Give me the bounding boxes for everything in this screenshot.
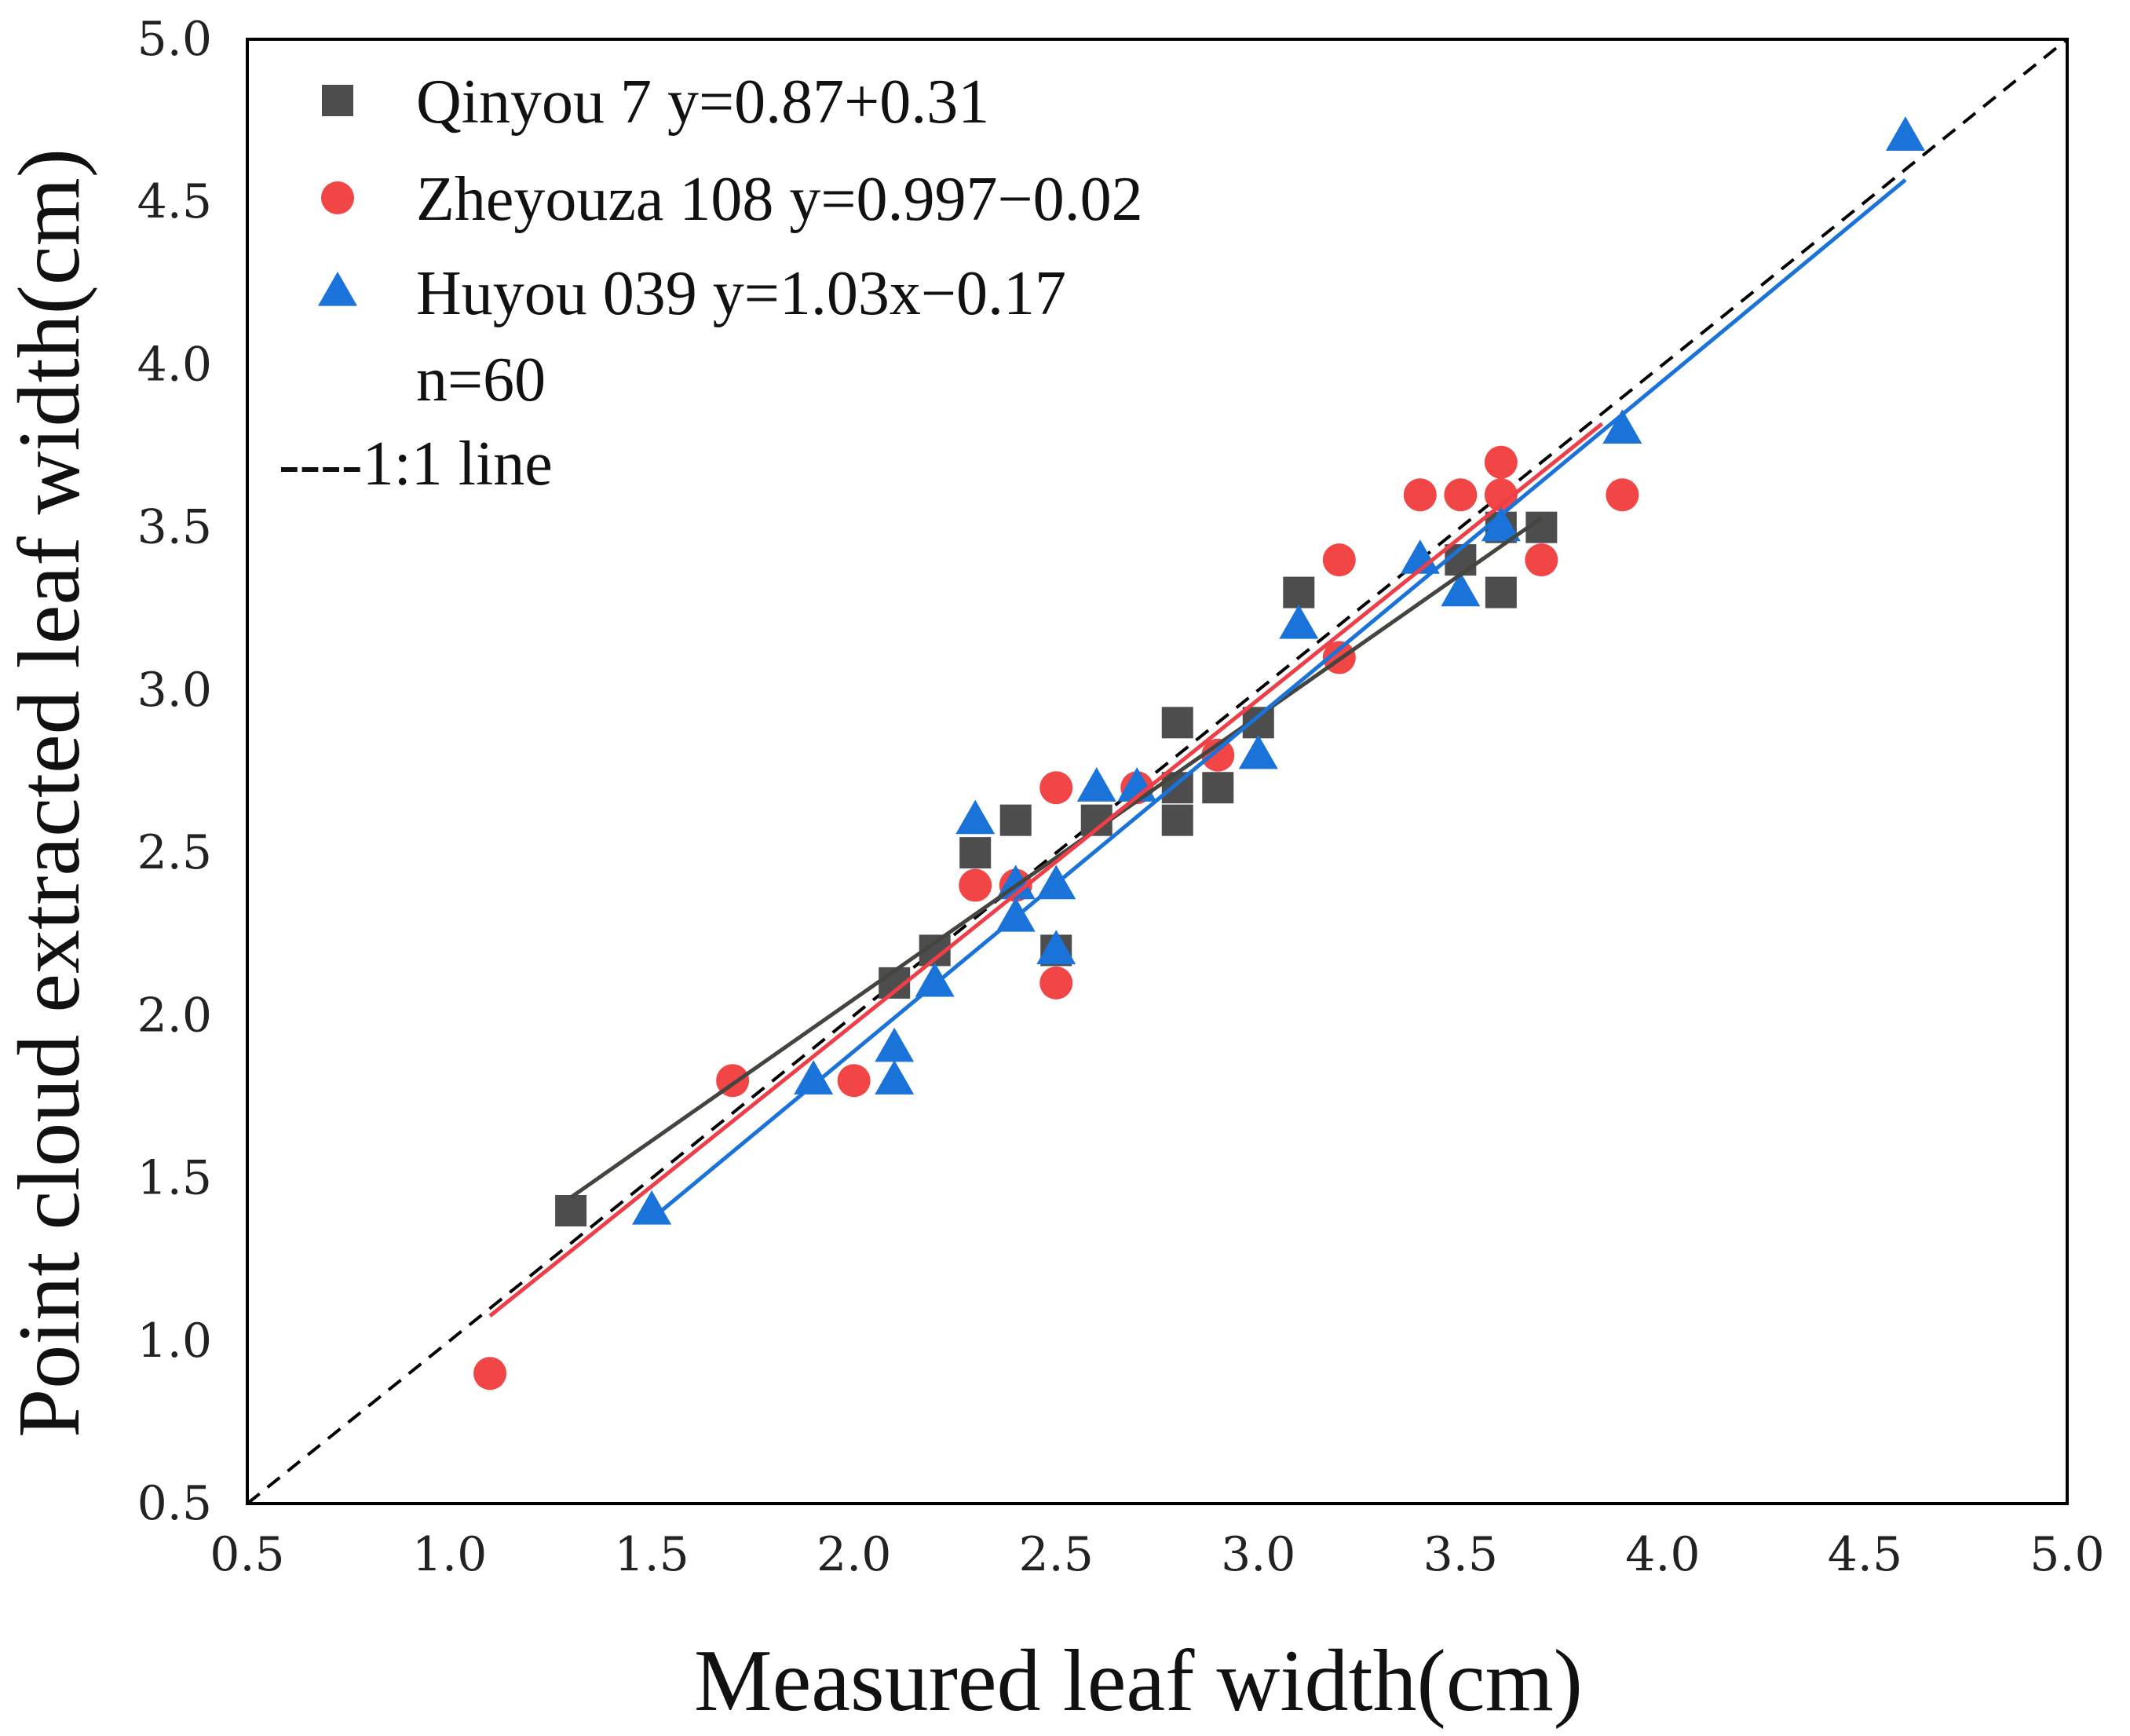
data-point-circle [1039, 771, 1073, 805]
legend-entry-label: Qinyou 7 y=0.87+0.31 [416, 68, 989, 137]
x-tick-label: 4.5 [1828, 1527, 1902, 1582]
data-point-circle [1525, 543, 1558, 577]
plot-inner [247, 39, 2067, 1504]
data-point-triangle [955, 799, 996, 835]
reference-line-1to1 [247, 39, 2067, 1504]
data-point-triangle [632, 1190, 672, 1225]
x-tick-label: 2.5 [1019, 1527, 1094, 1582]
legend-marker-triangle [318, 271, 357, 306]
y-tick-label: 4.5 [137, 174, 212, 229]
legend: Qinyou 7 y=0.87+0.31 Zheyouza 108 y=0.997… [279, 68, 1143, 499]
legend-marker-circle [321, 181, 354, 214]
plot-area [246, 38, 2069, 1505]
data-point-circle [1322, 543, 1356, 577]
data-point-circle [1484, 445, 1518, 479]
data-point-triangle [875, 1060, 915, 1095]
data-point-triangle [1036, 930, 1076, 965]
data-point-triangle [1076, 767, 1116, 802]
data-point-circle [1606, 478, 1639, 512]
y-tick-label: 1.5 [137, 1151, 212, 1206]
y-tick-label: 3.5 [137, 500, 212, 555]
data-point-triangle [1481, 506, 1521, 542]
legend-entry-label: Zheyouza 108 y=0.997−0.02 [416, 165, 1143, 234]
data-point-circle [837, 1064, 871, 1098]
data-point-triangle [1441, 572, 1481, 607]
x-tick-label: 4.0 [1625, 1527, 1700, 1582]
fit-line-series-1 [488, 422, 1604, 1318]
data-point-square [1161, 804, 1193, 836]
x-axis-label: Measured leaf width(cm) [694, 1632, 1583, 1730]
data-point-square [999, 804, 1032, 836]
x-tick-label: 2.0 [817, 1527, 891, 1582]
x-tick-label: 1.5 [614, 1527, 689, 1582]
plot-frame [246, 38, 2069, 1505]
data-point-circle [1444, 478, 1478, 512]
data-point-triangle [1238, 734, 1278, 769]
data-point-triangle [1279, 604, 1319, 639]
data-point-triangle [1602, 409, 1642, 444]
fit-line-series-0 [569, 516, 1543, 1200]
data-point-triangle [915, 962, 955, 997]
data-point-circle [1039, 966, 1073, 1000]
data-point-circle [1403, 478, 1437, 512]
data-point-triangle [794, 1060, 834, 1095]
x-tick-label: 0.5 [210, 1527, 284, 1582]
data-point-triangle [1400, 539, 1440, 574]
y-tick-label: 4.0 [137, 337, 212, 392]
legend-marker-square [322, 85, 353, 116]
y-tick-label: 3.0 [137, 663, 212, 718]
axis-ticks: 0.5 1.0 1.5 2.0 2.5 3.0 3.5 4.0 4.5 5.0 0.5 1.0 1.5 2… [137, 12, 2105, 1582]
y-axis-label: Point cloud extracted leaf width(cm) [1, 148, 98, 1438]
y-tick-label: 2.5 [137, 825, 212, 880]
y-tick-label: 2.0 [137, 988, 212, 1043]
x-tick-label: 3.5 [1423, 1527, 1498, 1582]
data-point-square [1161, 772, 1193, 804]
data-point-square [1283, 576, 1315, 609]
data-point-circle [1201, 738, 1235, 772]
x-tick-label: 5.0 [2030, 1527, 2104, 1582]
data-point-square [555, 1195, 587, 1226]
legend-reference-line-label: ----1:1 line [279, 429, 553, 499]
data-point-square [1485, 576, 1517, 609]
data-point-circle [1484, 478, 1518, 512]
legend-sample-size: n=60 [416, 345, 546, 415]
legend-entry-label: Huyou 039 y=1.03x−0.17 [416, 259, 1066, 328]
x-tick-label: 3.0 [1221, 1527, 1295, 1582]
data-point-square [1161, 707, 1193, 739]
x-tick-label: 1.0 [412, 1527, 487, 1582]
data-point-square [1202, 772, 1234, 804]
data-point-circle [959, 868, 992, 902]
data-point-circle [473, 1357, 507, 1391]
y-tick-label: 0.5 [137, 1476, 212, 1531]
y-tick-label: 5.0 [137, 12, 212, 67]
fit-line-series-2 [650, 178, 1907, 1221]
data-point-square [959, 837, 992, 869]
data-point-triangle [1885, 116, 1925, 151]
y-tick-label: 1.0 [137, 1314, 212, 1369]
data-point-triangle [875, 1027, 915, 1062]
